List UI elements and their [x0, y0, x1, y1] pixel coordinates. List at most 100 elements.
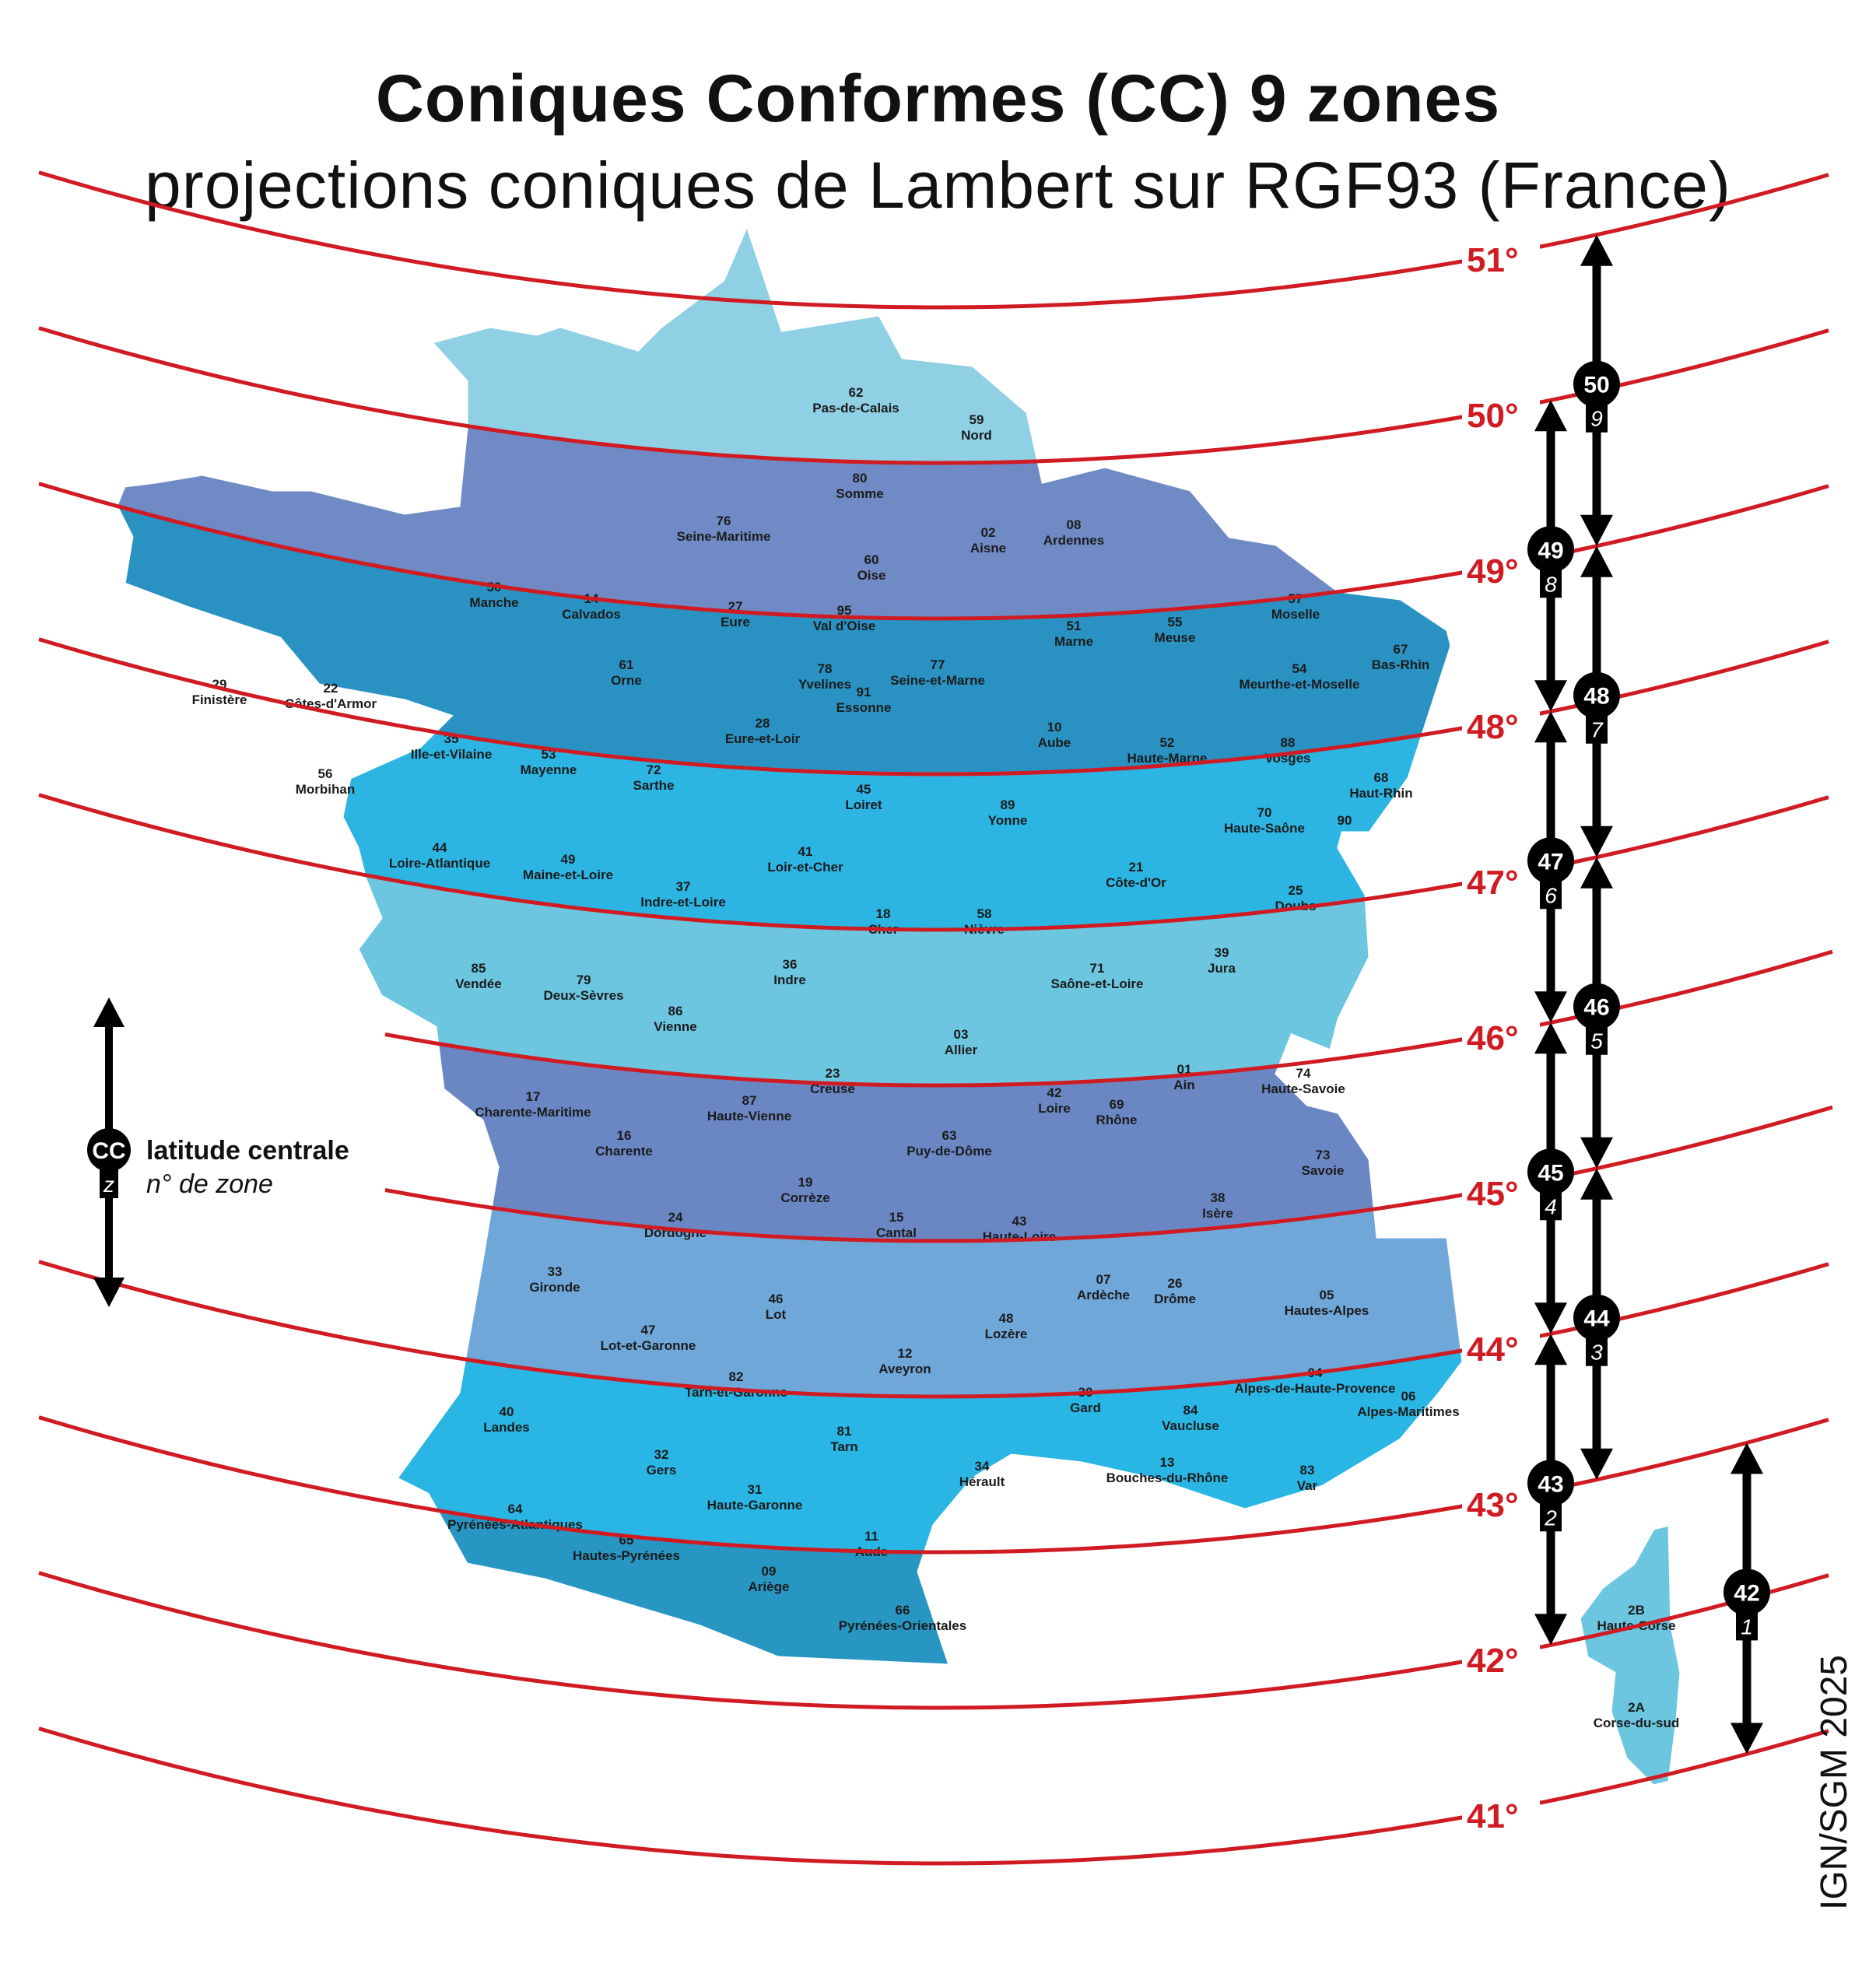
- dept-62-name: Pas-de-Calais: [812, 401, 899, 415]
- parallel-43-label: 43°: [1467, 1486, 1519, 1524]
- dept-22-number: 22: [324, 681, 338, 696]
- dept-10-number: 10: [1047, 720, 1062, 734]
- parallel-44-label-bg: [1462, 1321, 1540, 1362]
- dept-83-name: Var: [1297, 1478, 1318, 1493]
- dept-26-number: 26: [1168, 1276, 1183, 1291]
- dept-28-name: Eure-et-Loir: [725, 731, 801, 746]
- zone-3-marker: [1573, 1294, 1620, 1341]
- dept-37-name: Indre-et-Loire: [640, 895, 726, 910]
- zone-5-code: 46: [1583, 995, 1609, 1021]
- dept-49-name: Maine-et-Loire: [523, 868, 613, 882]
- legend-marker-bottom-text: z: [103, 1173, 114, 1197]
- dept-55-number: 55: [1168, 615, 1183, 629]
- dept-90-number: 90: [1338, 813, 1352, 828]
- dept-54-number: 54: [1292, 661, 1307, 676]
- dept-80-name: Somme: [836, 486, 883, 501]
- dept-44-number: 44: [433, 840, 447, 855]
- dept-04-name: Alpes-de-Haute-Provence: [1235, 1381, 1396, 1396]
- dept-73-name: Savoie: [1302, 1163, 1345, 1178]
- dept-33-name: Gironde: [529, 1280, 580, 1295]
- zone-1-number: 1: [1741, 1614, 1753, 1639]
- dept-83-number: 83: [1300, 1463, 1315, 1478]
- parallel-45-label: 45°: [1467, 1175, 1519, 1213]
- dept-76-number: 76: [717, 514, 731, 528]
- zone-5-marker-tail: [1586, 1023, 1608, 1055]
- zone-4-arrowhead-down: [1534, 1302, 1567, 1334]
- zone-5-arrowhead-down: [1580, 1137, 1613, 1169]
- zone-6-arrow: 476: [1527, 711, 1574, 1023]
- dept-57-name: Moselle: [1271, 607, 1320, 622]
- legend: CC z latitude centrale n° de zone: [87, 997, 349, 1307]
- dept-67-number: 67: [1394, 642, 1408, 657]
- dept-66-name: Pyrénées-Orientales: [839, 1618, 966, 1633]
- parallel-44-label: 44°: [1467, 1330, 1519, 1369]
- zone-5-number: 5: [1590, 1029, 1603, 1053]
- dept-45-name: Loiret: [845, 797, 882, 812]
- dept-06-number: 06: [1401, 1389, 1416, 1404]
- dept-86-name: Vienne: [654, 1019, 696, 1034]
- dept-12-number: 12: [898, 1346, 913, 1361]
- dept-77-number: 77: [931, 657, 945, 672]
- dept-37-number: 37: [676, 879, 691, 894]
- dept-02-name: Aisne: [970, 541, 1006, 556]
- dept-35-name: Ille-et-Vilaine: [411, 747, 493, 762]
- zone-7-marker: [1573, 671, 1620, 719]
- zone-6-code: 47: [1538, 849, 1563, 875]
- dept-71-number: 71: [1090, 961, 1105, 976]
- dept-15-number: 15: [889, 1210, 904, 1225]
- dept-73-number: 73: [1316, 1148, 1331, 1162]
- dept-02-number: 02: [981, 525, 996, 540]
- dept-69-name: Rhône: [1096, 1113, 1138, 1127]
- dept-07-number: 07: [1096, 1272, 1111, 1287]
- dept-61-name: Orne: [611, 673, 642, 688]
- dept-87-name: Haute-Vienne: [707, 1109, 791, 1123]
- dept-65-name: Hautes-Pyrénées: [573, 1548, 680, 1563]
- dept-36-name: Indre: [773, 973, 806, 987]
- dept-89-number: 89: [1001, 797, 1015, 812]
- dept-52-number: 52: [1160, 735, 1175, 750]
- france-outline: [115, 222, 1464, 1667]
- dept-78-number: 78: [818, 661, 833, 676]
- zone-3-arrow: 443: [1573, 1168, 1620, 1480]
- zone-8-code: 49: [1538, 538, 1563, 563]
- zone-9-marker-tail: [1586, 401, 1608, 433]
- zone-4-marker: [1527, 1148, 1574, 1196]
- zone-2-code: 43: [1538, 1471, 1563, 1497]
- dept-59-name: Nord: [961, 428, 992, 443]
- dept-03-number: 03: [954, 1027, 969, 1042]
- zone-8-arrowhead-down: [1534, 680, 1567, 712]
- dept-06-name: Alpes-Maritimes: [1357, 1404, 1459, 1419]
- parallel-51-label-bg: [1462, 232, 1540, 273]
- zone-7-code: 48: [1583, 684, 1609, 710]
- dept-17-number: 17: [526, 1089, 541, 1104]
- zone-6-marker-tail: [1540, 878, 1562, 910]
- dept-30-name: Gard: [1070, 1400, 1101, 1415]
- dept-17-name: Charente-Maritime: [475, 1105, 591, 1120]
- dept-25-number: 25: [1289, 883, 1303, 898]
- dept-10-name: Aube: [1038, 735, 1071, 750]
- dept-03-name: Allier: [945, 1043, 978, 1057]
- dept-77-name: Seine-et-Marne: [890, 673, 985, 688]
- dept-43-number: 43: [1012, 1214, 1027, 1229]
- zone-2-arrow: 432: [1527, 1334, 1574, 1646]
- zone-2-marker: [1527, 1460, 1574, 1507]
- dept-22-name: Côtes-d'Armor: [285, 696, 377, 711]
- dept-87-number: 87: [742, 1093, 757, 1108]
- zone-7-marker-tail: [1586, 712, 1608, 744]
- dept-08-number: 08: [1067, 517, 1082, 532]
- zone-4-marker-tail: [1540, 1189, 1562, 1221]
- zone-2-number: 2: [1544, 1506, 1557, 1530]
- dept-41-name: Loir-et-Cher: [767, 860, 843, 875]
- dept-85-name: Vendée: [455, 976, 502, 991]
- dept-2B-number: 2B: [1628, 1603, 1645, 1618]
- zone-1-marker-tail: [1736, 1609, 1758, 1641]
- legend-central-latitude-label: latitude centrale: [146, 1136, 349, 1166]
- dept-46-name: Lot: [766, 1307, 787, 1322]
- parallel-49-label-bg: [1462, 543, 1540, 584]
- dept-79-number: 79: [577, 973, 591, 987]
- dept-39-number: 39: [1215, 945, 1229, 960]
- parallel-45-label-bg: [1462, 1166, 1540, 1207]
- dept-81-name: Tarn: [830, 1439, 858, 1454]
- dept-12-name: Aveyron: [878, 1362, 931, 1376]
